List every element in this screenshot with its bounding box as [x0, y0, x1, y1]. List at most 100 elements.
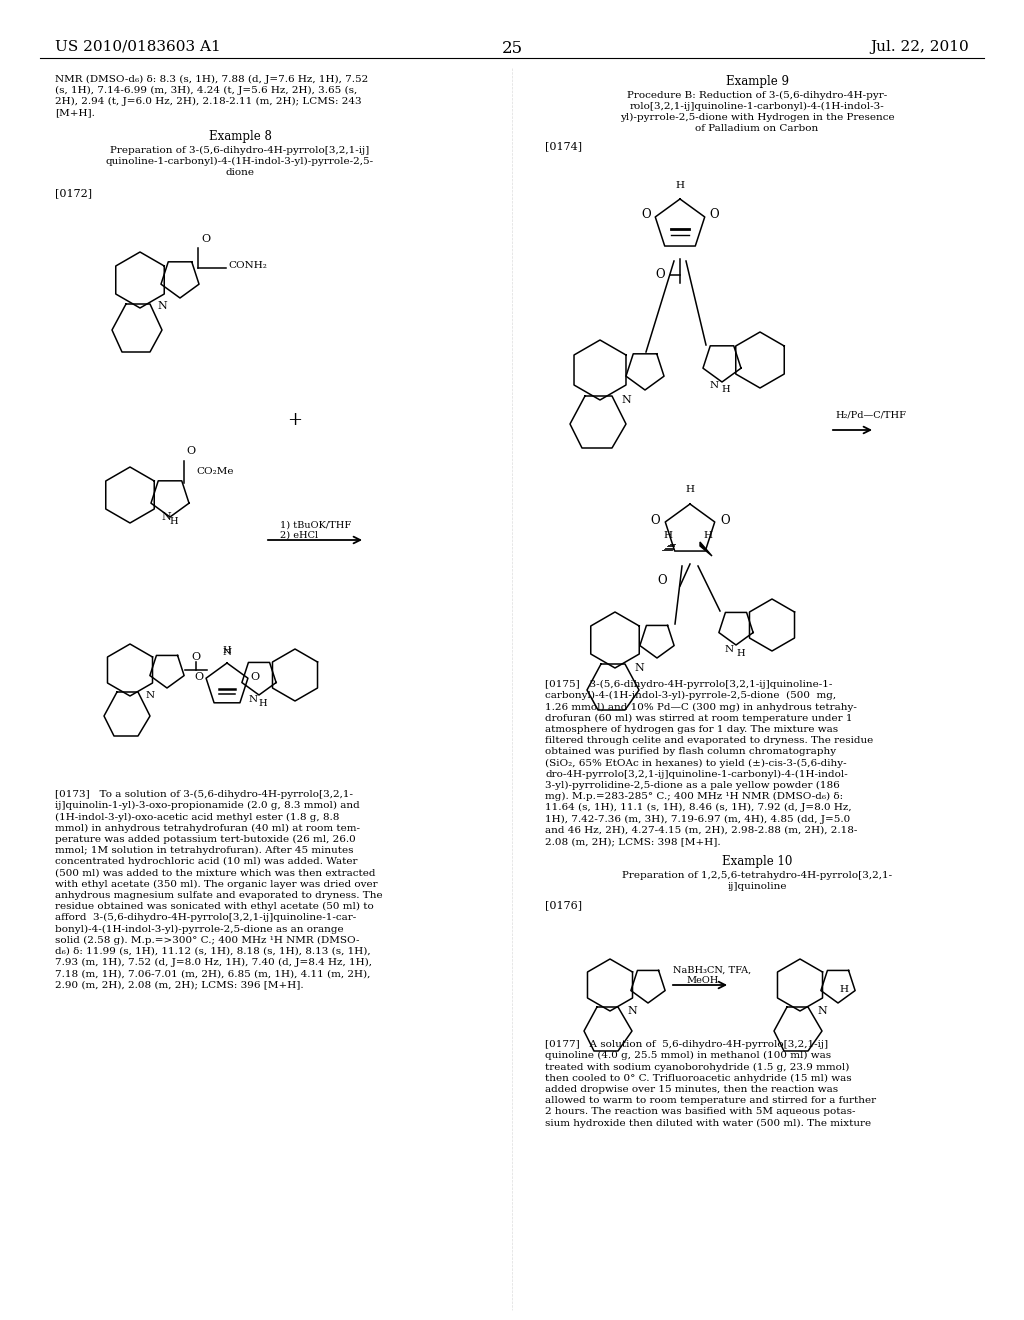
Text: N: N — [222, 648, 231, 657]
Text: mmol) in anhydrous tetrahydrofuran (40 ml) at room tem-: mmol) in anhydrous tetrahydrofuran (40 m… — [55, 824, 360, 833]
Text: treated with sodium cyanoborohydride (1.5 g, 23.9 mmol): treated with sodium cyanoborohydride (1.… — [545, 1063, 849, 1072]
Text: residue obtained was sonicated with ethyl acetate (50 ml) to: residue obtained was sonicated with ethy… — [55, 902, 374, 911]
Text: NaBH₃CN, TFA,: NaBH₃CN, TFA, — [673, 966, 752, 975]
Text: 2H), 2.94 (t, J=6.0 Hz, 2H), 2.18-2.11 (m, 2H); LCMS: 243: 2H), 2.94 (t, J=6.0 Hz, 2H), 2.18-2.11 (… — [55, 96, 361, 106]
Text: 2.08 (m, 2H); LCMS: 398 [M+H].: 2.08 (m, 2H); LCMS: 398 [M+H]. — [545, 837, 721, 846]
Text: O: O — [201, 234, 210, 244]
Text: 11.64 (s, 1H), 11.1 (s, 1H), 8.46 (s, 1H), 7.92 (d, J=8.0 Hz,: 11.64 (s, 1H), 11.1 (s, 1H), 8.46 (s, 1H… — [545, 803, 852, 812]
Text: O: O — [195, 672, 204, 682]
Text: with ethyl acetate (350 ml). The organic layer was dried over: with ethyl acetate (350 ml). The organic… — [55, 879, 378, 888]
Text: H₂/Pd—C/THF: H₂/Pd—C/THF — [835, 411, 906, 420]
Text: (SiO₂, 65% EtOAc in hexanes) to yield (±)-cis-3-(5,6-dihy-: (SiO₂, 65% EtOAc in hexanes) to yield (±… — [545, 759, 847, 767]
Text: Procedure B: Reduction of 3-(5,6-dihydro-4H-pyr-: Procedure B: Reduction of 3-(5,6-dihydro… — [627, 91, 887, 100]
Text: added dropwise over 15 minutes, then the reaction was: added dropwise over 15 minutes, then the… — [545, 1085, 838, 1094]
Text: [M+H].: [M+H]. — [55, 108, 95, 117]
Text: [0173]   To a solution of 3-(5,6-dihydro-4H-pyrrolo[3,2,1-: [0173] To a solution of 3-(5,6-dihydro-4… — [55, 789, 353, 799]
Text: 7.18 (m, 1H), 7.06-7.01 (m, 2H), 6.85 (m, 1H), 4.11 (m, 2H),: 7.18 (m, 1H), 7.06-7.01 (m, 2H), 6.85 (m… — [55, 969, 371, 978]
Text: (s, 1H), 7.14-6.99 (m, 3H), 4.24 (t, J=5.6 Hz, 2H), 3.65 (s,: (s, 1H), 7.14-6.99 (m, 3H), 4.24 (t, J=5… — [55, 86, 357, 95]
Text: H: H — [703, 532, 713, 540]
Text: (1H-indol-3-yl)-oxo-acetic acid methyl ester (1.8 g, 8.8: (1H-indol-3-yl)-oxo-acetic acid methyl e… — [55, 812, 339, 821]
Text: O: O — [655, 268, 665, 281]
Text: 1) tBuOK/THF: 1) tBuOK/THF — [280, 521, 351, 531]
Text: filtered through celite and evaporated to dryness. The residue: filtered through celite and evaporated t… — [545, 737, 873, 744]
Text: N: N — [622, 395, 631, 405]
Text: carbonyl)-4-(1H-indol-3-yl)-pyrrole-2,5-dione  (500  mg,: carbonyl)-4-(1H-indol-3-yl)-pyrrole-2,5-… — [545, 692, 837, 701]
Text: mmol; 1M solution in tetrahydrofuran). After 45 minutes: mmol; 1M solution in tetrahydrofuran). A… — [55, 846, 353, 855]
Text: anhydrous magnesium sulfate and evaporated to dryness. The: anhydrous magnesium sulfate and evaporat… — [55, 891, 383, 900]
Text: 7.93 (m, 1H), 7.52 (d, J=8.0 Hz, 1H), 7.40 (d, J=8.4 Hz, 1H),: 7.93 (m, 1H), 7.52 (d, J=8.0 Hz, 1H), 7.… — [55, 958, 372, 968]
Text: Example 10: Example 10 — [722, 855, 793, 869]
Text: Preparation of 3-(5,6-dihydro-4H-pyrrolo[3,2,1-ij]: Preparation of 3-(5,6-dihydro-4H-pyrrolo… — [111, 147, 370, 156]
Text: afford  3-(5,6-dihydro-4H-pyrrolo[3,2,1-ij]quinoline-1-car-: afford 3-(5,6-dihydro-4H-pyrrolo[3,2,1-i… — [55, 913, 356, 923]
Text: N: N — [161, 512, 171, 521]
Text: 1.26 mmol) and 10% Pd—C (300 mg) in anhydrous tetrahy-: 1.26 mmol) and 10% Pd—C (300 mg) in anhy… — [545, 702, 857, 711]
Text: H: H — [840, 986, 849, 994]
Text: rolo[3,2,1-ij]quinoline-1-carbonyl)-4-(1H-indol-3-: rolo[3,2,1-ij]quinoline-1-carbonyl)-4-(1… — [630, 102, 885, 111]
Text: [0172]: [0172] — [55, 187, 92, 198]
Text: and 46 Hz, 2H), 4.27-4.15 (m, 2H), 2.98-2.88 (m, 2H), 2.18-: and 46 Hz, 2H), 4.27-4.15 (m, 2H), 2.98-… — [545, 825, 857, 834]
Text: of Palladium on Carbon: of Palladium on Carbon — [695, 124, 818, 133]
Text: O: O — [251, 672, 259, 682]
Text: H: H — [170, 516, 178, 525]
Text: allowed to warm to room temperature and stirred for a further: allowed to warm to room temperature and … — [545, 1096, 877, 1105]
Text: N: N — [710, 381, 719, 391]
Text: perature was added potassium tert-butoxide (26 ml, 26.0: perature was added potassium tert-butoxi… — [55, 834, 355, 843]
Text: O: O — [186, 446, 196, 455]
Text: [0174]: [0174] — [545, 141, 582, 150]
Text: +: + — [288, 411, 302, 429]
Text: N: N — [627, 1006, 637, 1016]
Text: N: N — [724, 644, 733, 653]
Text: O: O — [657, 573, 667, 586]
Text: O: O — [650, 513, 659, 527]
Text: CO₂Me: CO₂Me — [196, 466, 233, 475]
Text: obtained was purified by flash column chromatography: obtained was purified by flash column ch… — [545, 747, 837, 756]
Text: N: N — [249, 694, 258, 704]
Text: H: H — [676, 181, 684, 190]
Text: NMR (DMSO-d₆) δ: 8.3 (s, 1H), 7.88 (d, J=7.6 Hz, 1H), 7.52: NMR (DMSO-d₆) δ: 8.3 (s, 1H), 7.88 (d, J… — [55, 75, 369, 84]
Text: quinoline (4.0 g, 25.5 mmol) in methanol (100 ml) was: quinoline (4.0 g, 25.5 mmol) in methanol… — [545, 1051, 831, 1060]
Text: O: O — [191, 652, 201, 663]
Text: 2.90 (m, 2H), 2.08 (m, 2H); LCMS: 396 [M+H].: 2.90 (m, 2H), 2.08 (m, 2H); LCMS: 396 [M… — [55, 981, 304, 990]
Text: Example 9: Example 9 — [725, 75, 788, 88]
Text: d₆) δ: 11.99 (s, 1H), 11.12 (s, 1H), 8.18 (s, 1H), 8.13 (s, 1H),: d₆) δ: 11.99 (s, 1H), 11.12 (s, 1H), 8.1… — [55, 946, 371, 956]
Text: [0177]   A solution of  5,6-dihydro-4H-pyrrolo[3,2,1-ij]: [0177] A solution of 5,6-dihydro-4H-pyrr… — [545, 1040, 828, 1049]
Text: 2 hours. The reaction was basified with 5M aqueous potas-: 2 hours. The reaction was basified with … — [545, 1107, 855, 1117]
Text: dione: dione — [225, 168, 255, 177]
Text: atmosphere of hydrogen gas for 1 day. The mixture was: atmosphere of hydrogen gas for 1 day. Th… — [545, 725, 838, 734]
Text: O: O — [720, 513, 730, 527]
Text: Preparation of 1,2,5,6-tetrahydro-4H-pyrrolo[3,2,1-: Preparation of 1,2,5,6-tetrahydro-4H-pyr… — [622, 871, 892, 880]
Text: concentrated hydrochloric acid (10 ml) was added. Water: concentrated hydrochloric acid (10 ml) w… — [55, 857, 357, 866]
Text: [0175]   3-(5,6-dihydro-4H-pyrrolo[3,2,1-ij]quinoline-1-: [0175] 3-(5,6-dihydro-4H-pyrrolo[3,2,1-i… — [545, 680, 833, 689]
Text: quinoline-1-carbonyl)-4-(1H-indol-3-yl)-pyrrole-2,5-: quinoline-1-carbonyl)-4-(1H-indol-3-yl)-… — [105, 157, 374, 166]
Text: MeOH: MeOH — [686, 975, 719, 985]
Text: H: H — [685, 484, 694, 494]
Text: N: N — [157, 301, 167, 312]
Text: yl)-pyrrole-2,5-dione with Hydrogen in the Presence: yl)-pyrrole-2,5-dione with Hydrogen in t… — [620, 114, 894, 123]
Text: H: H — [736, 648, 745, 657]
Text: mg). M.p.=283-285° C.; 400 MHz ¹H NMR (DMSO-d₆) δ:: mg). M.p.=283-285° C.; 400 MHz ¹H NMR (D… — [545, 792, 843, 801]
Text: then cooled to 0° C. Trifluoroacetic anhydride (15 ml) was: then cooled to 0° C. Trifluoroacetic anh… — [545, 1073, 852, 1082]
Text: US 2010/0183603 A1: US 2010/0183603 A1 — [55, 40, 221, 54]
Text: [0176]: [0176] — [545, 900, 582, 909]
Text: H: H — [222, 645, 231, 655]
Text: (500 ml) was added to the mixture which was then extracted: (500 ml) was added to the mixture which … — [55, 869, 376, 878]
Text: O: O — [641, 209, 651, 222]
Text: H: H — [259, 698, 267, 708]
Text: dro-4H-pyrrolo[3,2,1-ij]quinoline-1-carbonyl)-4-(1H-indol-: dro-4H-pyrrolo[3,2,1-ij]quinoline-1-carb… — [545, 770, 848, 779]
Text: solid (2.58 g). M.p.=>300° C.; 400 MHz ¹H NMR (DMSO-: solid (2.58 g). M.p.=>300° C.; 400 MHz ¹… — [55, 936, 359, 945]
Text: N: N — [817, 1006, 826, 1016]
Text: 3-yl)-pyrrolidine-2,5-dione as a pale yellow powder (186: 3-yl)-pyrrolidine-2,5-dione as a pale ye… — [545, 781, 840, 789]
Text: N: N — [145, 692, 155, 701]
Text: drofuran (60 ml) was stirred at room temperature under 1: drofuran (60 ml) was stirred at room tem… — [545, 714, 853, 723]
Text: ij]quinoline: ij]quinoline — [727, 882, 786, 891]
Text: 2) eHCl: 2) eHCl — [280, 531, 318, 540]
Text: N: N — [634, 663, 644, 673]
Text: H: H — [722, 385, 730, 395]
Text: O: O — [710, 209, 719, 222]
Text: 1H), 7.42-7.36 (m, 3H), 7.19-6.97 (m, 4H), 4.85 (dd, J=5.0: 1H), 7.42-7.36 (m, 3H), 7.19-6.97 (m, 4H… — [545, 814, 850, 824]
Text: Example 8: Example 8 — [209, 129, 271, 143]
Text: ij]quinolin-1-yl)-3-oxo-propionamide (2.0 g, 8.3 mmol) and: ij]quinolin-1-yl)-3-oxo-propionamide (2.… — [55, 801, 359, 810]
Text: 25: 25 — [502, 40, 522, 57]
Text: bonyl)-4-(1H-indol-3-yl)-pyrrole-2,5-dione as an orange: bonyl)-4-(1H-indol-3-yl)-pyrrole-2,5-dio… — [55, 924, 344, 933]
Text: Jul. 22, 2010: Jul. 22, 2010 — [870, 40, 969, 54]
